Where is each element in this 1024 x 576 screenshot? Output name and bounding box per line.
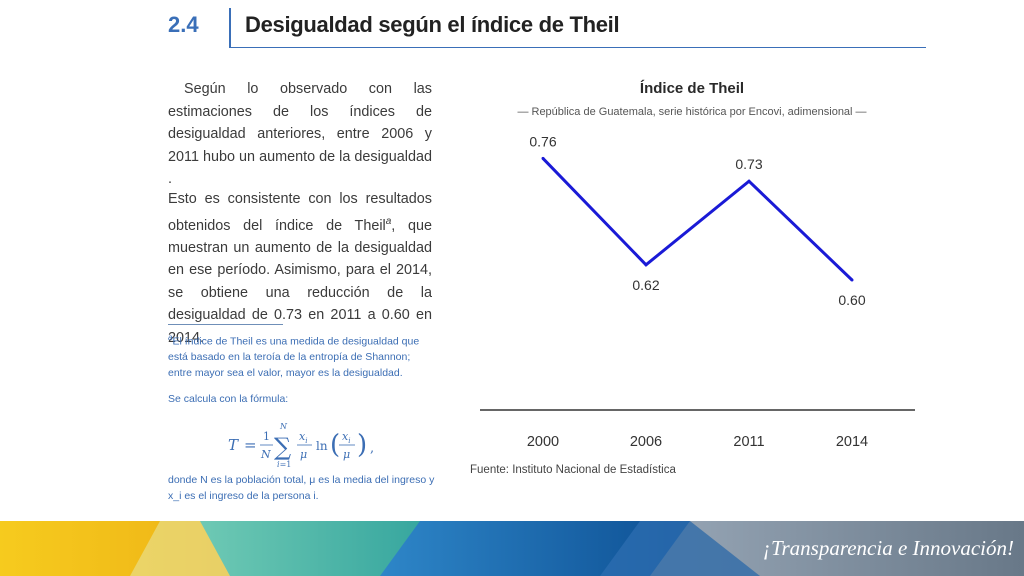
formula-intro: Se calcula con la fórmula: [168,393,289,405]
formula-definition: donde N es la población total, μ es la m… [168,474,435,502]
svg-text:ln: ln [316,439,328,453]
footer-banner [0,521,1024,576]
x-tick-label: 2006 [630,434,662,450]
theil-chart: Índice de Theil — República de Guatemala… [466,76,918,486]
svg-text:1: 1 [263,430,270,443]
svg-text:,: , [370,441,374,456]
x-tick-label: 2011 [733,434,764,450]
svg-text:(: ( [330,430,340,460]
data-label: 0.76 [529,133,556,149]
paragraph-2: Esto es consistente con los resultados o… [168,188,432,349]
chart-plot: 0.76 2000 0.62 2006 0.73 2011 0.60 2014 [480,133,915,450]
data-point [747,179,751,183]
svg-text:μ: μ [300,448,307,461]
svg-text:xi: xi [342,430,350,445]
paragraph-2-text-b: , que muestran un aumento de la desigual… [168,217,432,346]
section-number: 2.4 [168,12,199,37]
svg-text:): ) [357,430,367,460]
data-label: 0.73 [735,156,762,172]
svg-text:i=1: i=1 [277,460,291,469]
paragraph-1: Según lo observado con las estimaciones … [168,78,432,191]
paragraph-2-text-a: Esto es consistente con los resultados o… [168,191,432,234]
svg-text:=: = [244,436,257,454]
svg-text:∑: ∑ [274,433,291,461]
theil-formula: T = 1 N ∑ N i=1 xi μ ln ( xi μ ) , [228,422,374,469]
svg-text:N: N [279,422,288,431]
chart-source: Fuente: Instituto Nacional de Estadístic… [470,464,676,476]
data-point [644,263,648,267]
data-point [541,156,545,160]
chart-title: Índice de Theil [639,80,745,97]
svg-text:xi: xi [299,430,307,445]
x-tick-label: 2014 [836,434,868,450]
footnote-marker: a [168,333,173,342]
footnote-text: aEl índice de Theil es una medida de des… [168,330,436,381]
svg-text:μ: μ [343,448,350,461]
data-point [850,278,854,282]
section-divider [229,8,231,48]
paragraph-1-text: Según lo observado con las estimaciones … [168,81,432,187]
series-line [541,157,854,282]
footnote-rule [168,324,283,325]
section-title: Desigualdad según el índice de Theil [245,12,620,37]
header-rule [229,47,926,48]
x-tick-label: 2000 [527,434,559,450]
data-label: 0.62 [632,277,659,293]
chart-subtitle: — República de Guatemala, serie históric… [517,106,867,118]
footnote-body: El índice de Theil es una medida de desi… [168,335,420,379]
svg-text:N: N [260,448,271,461]
footnote-ref: a [385,215,392,227]
slogan: ¡Transparencia e Innovación! [762,536,1014,560]
svg-text:T: T [228,436,239,454]
data-label: 0.60 [838,292,865,308]
